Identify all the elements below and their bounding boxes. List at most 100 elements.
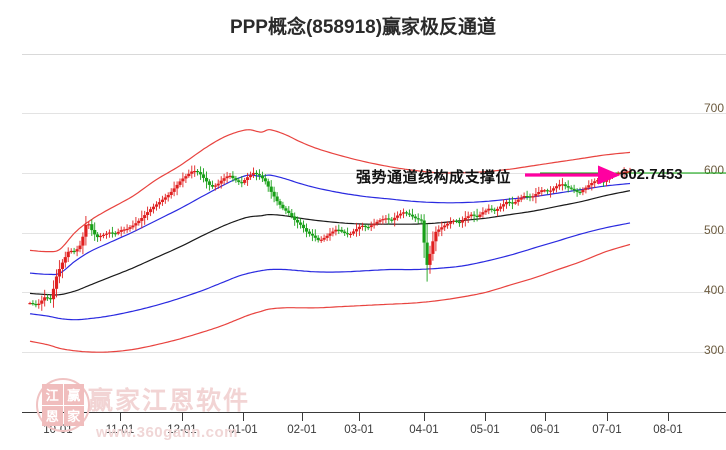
candlestick-series — [28, 165, 632, 311]
candle-body — [149, 209, 153, 213]
candle-body — [281, 204, 285, 209]
candle-body — [590, 183, 594, 186]
candle-body — [34, 304, 38, 306]
candle-body — [178, 181, 182, 185]
candle-body — [143, 215, 147, 218]
candle-body — [507, 201, 511, 204]
x-tick-10 — [668, 412, 669, 421]
candle-body — [151, 206, 156, 210]
candle-body — [601, 181, 606, 183]
candle-body — [131, 225, 135, 228]
gridline-400 — [22, 292, 726, 293]
candle-body — [51, 288, 56, 300]
candle-body — [554, 186, 559, 189]
candle-body — [443, 225, 447, 228]
candle-body — [213, 185, 217, 187]
candle-body — [113, 233, 117, 235]
candle-body — [428, 253, 432, 265]
y-axis-label-700: 700 — [703, 101, 724, 115]
candle-body — [578, 191, 582, 194]
candle-body — [313, 235, 317, 238]
candle-body — [28, 303, 32, 305]
candle-body — [134, 223, 138, 226]
candle-body — [60, 262, 64, 269]
candle-body — [434, 231, 438, 242]
candle-body — [354, 229, 359, 232]
gridline-600 — [22, 173, 726, 174]
candle-body — [378, 220, 382, 222]
candle-body — [219, 180, 223, 184]
candle-body — [387, 218, 391, 220]
seal-char-3: 家 — [63, 405, 84, 426]
candle-body — [266, 181, 270, 187]
candle-body — [604, 179, 609, 182]
x-axis-label-8: 06-01 — [530, 424, 560, 436]
candle-body — [284, 208, 288, 211]
candle-body — [401, 212, 406, 214]
watermark-brand: 赢家江恩软件 — [88, 387, 251, 415]
candle-body — [449, 222, 453, 224]
candle-body — [331, 231, 335, 234]
candle-body — [110, 232, 114, 234]
candle-body — [463, 218, 467, 221]
candle-body — [460, 220, 464, 223]
x-axis-label-7: 05-01 — [470, 424, 500, 436]
candle-body — [469, 214, 473, 217]
x-tick-2 — [182, 412, 183, 421]
candle-body — [243, 180, 247, 183]
candle-body — [196, 171, 200, 173]
candle-body — [40, 300, 44, 304]
candle-body — [225, 176, 229, 179]
candle-body — [472, 214, 476, 216]
x-tick-6 — [424, 412, 425, 421]
x-axis-label-6: 04-01 — [409, 424, 439, 436]
candle-body — [249, 174, 253, 178]
candle-body — [246, 177, 250, 180]
candle-body — [357, 226, 361, 230]
candle-body — [119, 230, 123, 232]
candle-body — [416, 218, 420, 220]
candle-body — [599, 180, 603, 182]
candle-body — [69, 250, 73, 253]
candle-body — [528, 196, 532, 198]
x-axis-label-3: 01-01 — [228, 424, 258, 436]
candle-body — [272, 191, 276, 197]
candle-body — [501, 204, 506, 207]
candle-body — [363, 225, 367, 227]
candle-body — [519, 197, 523, 200]
candle-body — [290, 213, 294, 217]
candle-body — [93, 230, 97, 235]
candle-body — [296, 220, 300, 223]
gridline-700 — [22, 113, 726, 114]
candle-body — [504, 201, 509, 205]
band-upper-inner — [29, 174, 631, 276]
candle-body — [390, 219, 394, 221]
candle-body — [334, 229, 338, 232]
gridline-500 — [22, 233, 726, 234]
candle-body — [275, 196, 279, 202]
candle-body — [496, 208, 500, 211]
candle-body — [201, 174, 206, 178]
candle-body — [172, 188, 176, 192]
gridline-300 — [22, 352, 726, 353]
candle-body — [204, 177, 209, 182]
candle-body — [37, 303, 41, 305]
candle-body — [278, 201, 282, 205]
candle-body — [557, 184, 561, 187]
candle-body — [454, 220, 459, 222]
candle-body — [381, 219, 385, 221]
candle-body — [57, 269, 61, 277]
candle-body — [475, 215, 479, 217]
candle-body — [346, 233, 350, 235]
candle-body — [84, 225, 88, 237]
candle-body — [237, 180, 241, 183]
candle-body — [419, 219, 423, 221]
candle-body — [140, 218, 144, 221]
candle-body — [96, 234, 100, 238]
candle-body — [493, 209, 497, 211]
seal-char-2: 恩 — [42, 405, 63, 426]
candle-body — [537, 192, 541, 194]
candle-body — [72, 250, 76, 253]
candle-body — [43, 297, 47, 301]
